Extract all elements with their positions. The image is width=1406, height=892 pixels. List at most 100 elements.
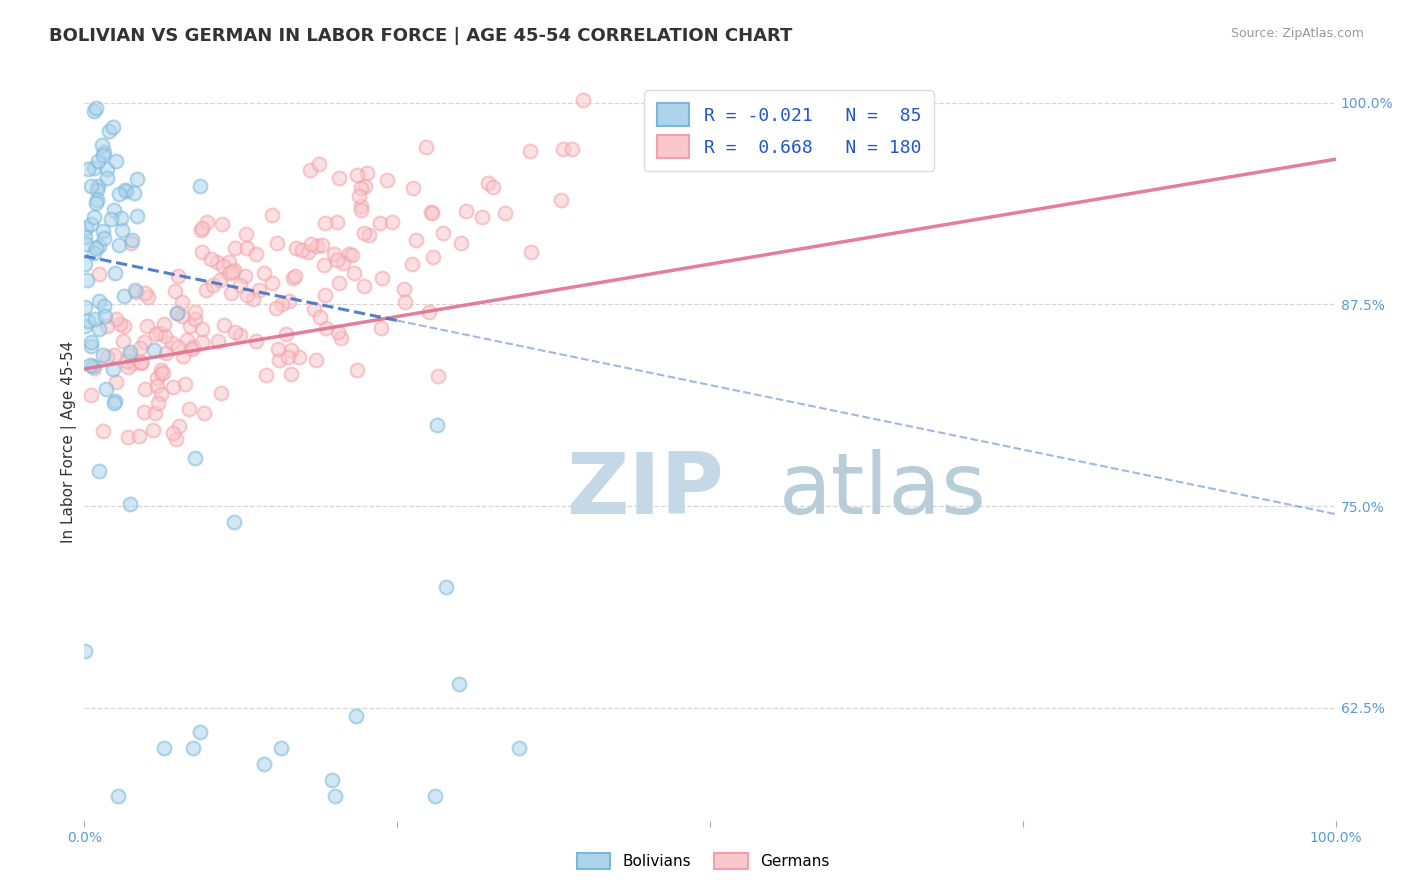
Point bbox=[371, 271, 394, 285]
Point bbox=[401, 181, 423, 195]
Point bbox=[280, 367, 302, 381]
Point bbox=[112, 289, 135, 303]
Point bbox=[142, 423, 165, 437]
Point bbox=[347, 188, 370, 202]
Point bbox=[172, 349, 194, 363]
Point bbox=[143, 406, 166, 420]
Point bbox=[87, 153, 110, 168]
Point bbox=[80, 339, 103, 353]
Point bbox=[245, 247, 267, 261]
Point bbox=[172, 294, 194, 309]
Point bbox=[350, 199, 373, 213]
Point bbox=[253, 757, 276, 772]
Point bbox=[450, 236, 472, 251]
Point bbox=[190, 223, 212, 237]
Point bbox=[96, 319, 118, 334]
Point bbox=[150, 366, 173, 380]
Point bbox=[121, 233, 143, 247]
Point bbox=[86, 183, 108, 197]
Y-axis label: In Labor Force | Age 45-54: In Labor Force | Age 45-54 bbox=[62, 341, 77, 542]
Point bbox=[519, 244, 541, 259]
Point bbox=[339, 246, 361, 260]
Point bbox=[75, 230, 97, 244]
Point bbox=[229, 328, 252, 343]
Point bbox=[418, 305, 440, 319]
Point bbox=[162, 380, 184, 394]
Point bbox=[184, 312, 207, 326]
Point bbox=[114, 184, 136, 198]
Point bbox=[150, 387, 173, 401]
Point bbox=[368, 216, 391, 230]
Point bbox=[75, 237, 97, 252]
Point bbox=[129, 356, 152, 370]
Point bbox=[423, 789, 446, 804]
Point bbox=[83, 210, 105, 224]
Point bbox=[84, 312, 107, 326]
Point bbox=[288, 350, 311, 364]
Point bbox=[297, 245, 319, 260]
Point bbox=[138, 290, 160, 304]
Point bbox=[117, 359, 139, 374]
Point bbox=[183, 304, 205, 318]
Point bbox=[224, 263, 246, 277]
Point bbox=[179, 319, 201, 334]
Point bbox=[73, 256, 96, 270]
Point bbox=[304, 353, 326, 368]
Point bbox=[434, 580, 457, 594]
Point bbox=[419, 205, 441, 219]
Point bbox=[221, 265, 243, 279]
Point bbox=[325, 789, 347, 804]
Point bbox=[91, 138, 114, 153]
Point bbox=[218, 255, 240, 269]
Point bbox=[346, 168, 368, 182]
Point bbox=[401, 257, 423, 271]
Point bbox=[280, 343, 302, 357]
Point bbox=[228, 278, 250, 293]
Point bbox=[212, 260, 235, 274]
Point bbox=[193, 406, 215, 420]
Point bbox=[101, 362, 124, 376]
Point bbox=[173, 377, 195, 392]
Point bbox=[94, 310, 117, 324]
Point bbox=[104, 266, 127, 280]
Point bbox=[129, 341, 152, 355]
Point bbox=[87, 293, 110, 308]
Point bbox=[118, 345, 141, 359]
Point bbox=[166, 306, 188, 320]
Point bbox=[163, 284, 186, 298]
Point bbox=[111, 334, 134, 349]
Point bbox=[242, 293, 264, 307]
Point bbox=[76, 273, 98, 287]
Point bbox=[120, 497, 142, 511]
Point bbox=[202, 278, 225, 293]
Point bbox=[449, 676, 471, 690]
Point bbox=[354, 178, 377, 193]
Point bbox=[191, 322, 214, 336]
Point bbox=[93, 299, 115, 313]
Point bbox=[218, 266, 240, 280]
Point bbox=[83, 161, 105, 175]
Point bbox=[91, 148, 114, 162]
Point bbox=[170, 309, 193, 323]
Point bbox=[236, 288, 259, 302]
Point bbox=[299, 163, 322, 178]
Point bbox=[508, 741, 530, 756]
Point bbox=[100, 211, 122, 226]
Point bbox=[108, 238, 131, 252]
Point bbox=[427, 369, 450, 384]
Point bbox=[149, 326, 172, 341]
Point bbox=[103, 396, 125, 410]
Text: atlas: atlas bbox=[779, 450, 987, 533]
Point bbox=[271, 297, 294, 311]
Point bbox=[356, 165, 378, 179]
Point bbox=[107, 789, 129, 804]
Point bbox=[91, 224, 114, 238]
Point bbox=[346, 362, 368, 376]
Point bbox=[118, 348, 141, 362]
Point bbox=[80, 179, 103, 194]
Point bbox=[120, 235, 142, 250]
Point bbox=[190, 725, 212, 739]
Point bbox=[132, 335, 155, 350]
Point bbox=[83, 246, 105, 260]
Point bbox=[262, 208, 284, 222]
